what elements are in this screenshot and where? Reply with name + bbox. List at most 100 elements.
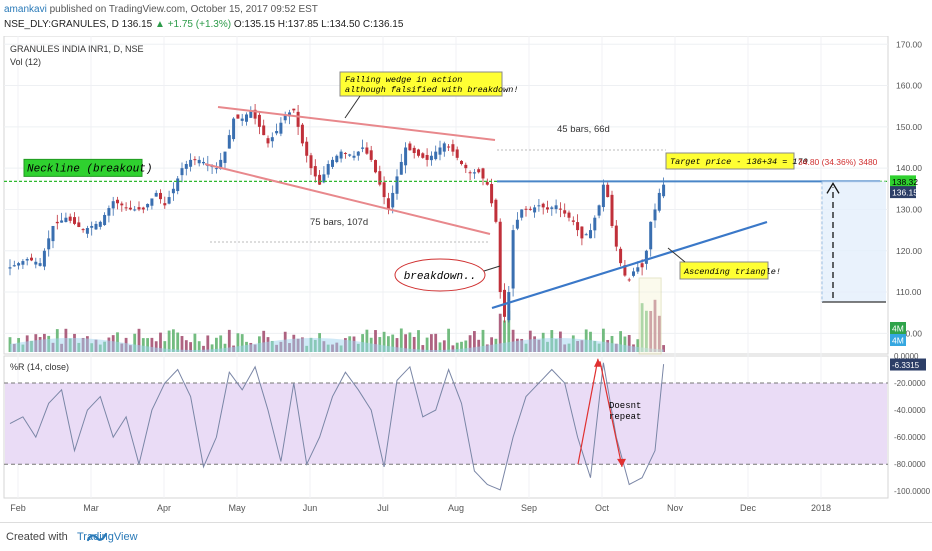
candle-body xyxy=(627,279,631,281)
breakdown-pointer xyxy=(483,265,501,272)
repeat-arrow-down xyxy=(599,361,623,468)
volume-bar xyxy=(374,330,377,352)
candle-body xyxy=(318,174,322,185)
candle-body xyxy=(464,164,468,169)
volume-bar xyxy=(236,333,240,352)
volume-highlight-box xyxy=(638,277,662,355)
volume-label: Vol (12) xyxy=(10,57,41,67)
candle-body xyxy=(597,205,601,216)
price-tick-label: 110.00 xyxy=(896,287,922,297)
candle-body xyxy=(240,118,244,121)
volume-bar xyxy=(455,342,459,352)
volume-bar xyxy=(387,336,390,352)
neckline-label-box xyxy=(23,158,143,177)
candle-body xyxy=(395,176,399,194)
time-tick-label: Jul xyxy=(377,503,389,513)
volume-bar xyxy=(141,338,145,352)
target-projection-box xyxy=(822,181,886,302)
volume-bar xyxy=(627,335,631,352)
candle-body xyxy=(382,182,386,198)
oscillator-line xyxy=(9,362,665,491)
volume-bar xyxy=(645,310,648,352)
candle-body xyxy=(460,160,463,165)
candle-body xyxy=(30,257,33,261)
candle-body xyxy=(128,207,132,210)
volume-bar xyxy=(473,331,476,352)
candle-body xyxy=(98,221,102,227)
volume-bar xyxy=(202,345,205,352)
candle-body xyxy=(494,199,498,222)
candle-body xyxy=(649,221,653,250)
candle-body xyxy=(481,168,485,179)
volume-bar xyxy=(391,334,395,352)
volume-bar xyxy=(481,329,485,352)
candle-body xyxy=(507,292,511,321)
volume-bar xyxy=(460,341,463,352)
oscillator-tick-label: -40.0000 xyxy=(894,406,926,415)
triangle-note-pointer xyxy=(667,247,686,263)
oscillator-tick-label: -80.0000 xyxy=(894,460,926,469)
volume-bar xyxy=(640,303,644,352)
volume-bar xyxy=(425,337,429,352)
candle-body xyxy=(227,135,231,149)
symbol-label: NSE_DLY:GRANULES, D xyxy=(4,19,119,30)
volume-bar xyxy=(451,345,455,352)
author-link[interactable]: amankavi xyxy=(4,4,47,15)
candle-body xyxy=(614,225,618,247)
volume-ma-area xyxy=(10,338,664,352)
candle-body xyxy=(176,178,180,192)
candle-body xyxy=(537,205,541,207)
candle-body xyxy=(197,159,201,164)
candle-body xyxy=(38,263,42,266)
time-tick-label: 2018 xyxy=(811,503,831,513)
oscillator-label: %R (14, close) xyxy=(10,362,69,372)
candle-body xyxy=(374,160,377,173)
candle-body xyxy=(120,203,124,206)
volume-bar xyxy=(215,337,218,352)
volume-bar xyxy=(172,329,175,352)
candle-body xyxy=(51,225,55,242)
footer: Created with TradingView xyxy=(0,522,932,551)
volume-bar xyxy=(176,332,180,352)
candle-body xyxy=(305,141,309,156)
volume-bar xyxy=(189,342,192,352)
candle-body xyxy=(150,198,154,206)
publish-line: amankavi published on TradingView.com, O… xyxy=(4,4,318,15)
tradingview-brand[interactable]: TradingView xyxy=(77,531,138,543)
time-tick-label: Nov xyxy=(667,503,684,513)
tradingview-chart[interactable]: 170.00 160.00 150.00 140.00 130.00 120.00 110.… xyxy=(0,36,932,522)
candle-body xyxy=(391,192,395,208)
candle-body xyxy=(662,184,666,197)
candle-body xyxy=(326,164,330,175)
candle-body xyxy=(47,238,51,250)
volume-bar xyxy=(653,299,657,352)
candle-body xyxy=(606,184,610,198)
candle-body xyxy=(348,154,352,156)
oscillator-tick-label: -100.0000 xyxy=(894,487,931,496)
triangle-note: Ascending triangle! xyxy=(683,267,781,277)
price-tick-label: 130.00 xyxy=(896,204,922,214)
candle-body xyxy=(141,207,145,210)
volume-bar xyxy=(210,344,214,352)
volume-bar xyxy=(378,337,382,352)
candle-body xyxy=(90,225,94,228)
candle-body xyxy=(593,217,597,231)
candle-body xyxy=(653,209,657,221)
candle-body xyxy=(77,222,81,228)
candle-body xyxy=(159,192,162,200)
volume-bar xyxy=(180,336,184,352)
volume-bar xyxy=(503,320,506,352)
candle-body xyxy=(163,203,167,206)
candle-body xyxy=(580,226,584,239)
candle-body xyxy=(236,114,240,119)
candle-body xyxy=(137,207,141,210)
candle-body xyxy=(619,248,623,264)
candle-body xyxy=(610,194,614,226)
candle-body xyxy=(584,234,588,236)
candle-body xyxy=(249,110,253,118)
volume-bar xyxy=(227,329,231,352)
breakdown-label: breakdown.. xyxy=(404,271,477,283)
projection-arrow-head xyxy=(826,182,840,194)
volume-bar xyxy=(636,339,640,352)
candle-body xyxy=(361,147,365,149)
